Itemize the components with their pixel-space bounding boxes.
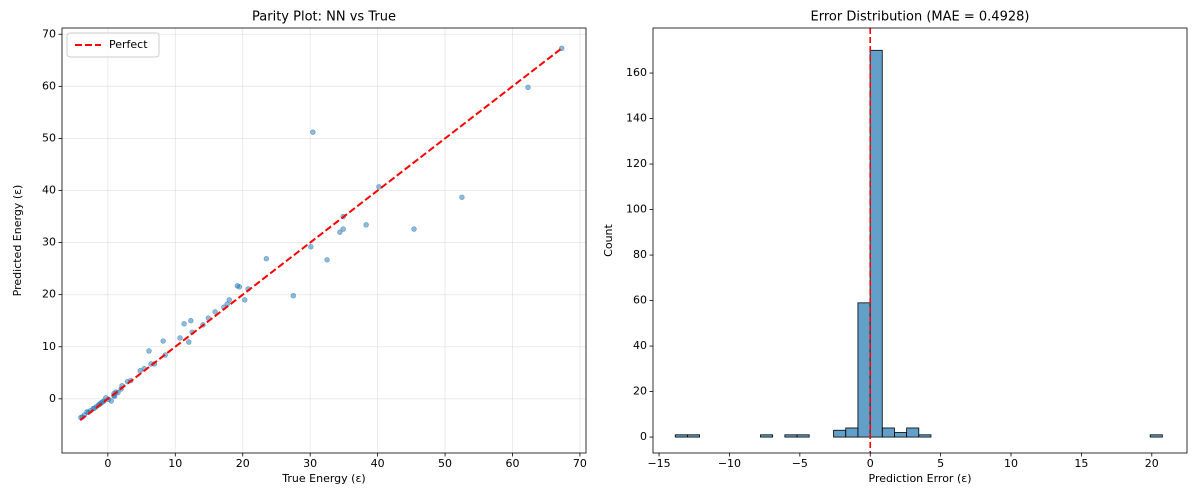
y-tick-label: 50 bbox=[42, 131, 56, 144]
x-tick-label: 50 bbox=[438, 457, 452, 470]
point bbox=[459, 194, 465, 200]
y-tick-label: 140 bbox=[626, 112, 647, 125]
x-tick-label: 20 bbox=[1145, 457, 1159, 470]
x-tick-label: 15 bbox=[1074, 457, 1088, 470]
point bbox=[146, 348, 152, 354]
bar bbox=[796, 434, 810, 438]
x-tick-label: 5 bbox=[937, 457, 944, 470]
x-tick-label: 10 bbox=[1004, 457, 1018, 470]
point bbox=[363, 222, 369, 228]
y-tick-label: 40 bbox=[42, 184, 56, 197]
x-tick-label: −5 bbox=[792, 457, 808, 470]
y-tick-label: 30 bbox=[42, 236, 56, 249]
x-tick-label: 10 bbox=[168, 457, 182, 470]
bar bbox=[687, 434, 701, 438]
bar bbox=[906, 427, 920, 438]
legend-label: Perfect bbox=[109, 38, 148, 51]
point bbox=[263, 256, 270, 262]
y-tick-label: 60 bbox=[633, 294, 647, 307]
bar bbox=[845, 427, 859, 438]
axes-frame bbox=[652, 27, 1188, 454]
y-tick-label: 0 bbox=[640, 430, 647, 443]
point bbox=[242, 297, 248, 303]
x-tick-label: 30 bbox=[303, 457, 317, 470]
point bbox=[337, 229, 343, 235]
y-tick-label: 20 bbox=[633, 385, 647, 398]
x-axis-label: True Energy (ε) bbox=[281, 472, 365, 485]
y-tick-label: 40 bbox=[633, 339, 647, 352]
bar bbox=[918, 434, 932, 438]
y-axis-label: Predicted Energy (ε) bbox=[11, 185, 24, 297]
y-tick-label: 160 bbox=[626, 66, 647, 79]
y-tick-label: 60 bbox=[42, 79, 56, 92]
y-tick-label: 0 bbox=[49, 392, 56, 405]
x-tick-label: 20 bbox=[236, 457, 250, 470]
point bbox=[290, 293, 297, 299]
point bbox=[525, 84, 531, 91]
point bbox=[324, 257, 330, 263]
point bbox=[376, 184, 382, 190]
point bbox=[160, 338, 166, 344]
axes-frame bbox=[61, 27, 587, 454]
y-tick-label: 10 bbox=[42, 340, 56, 353]
point bbox=[188, 318, 194, 324]
bar bbox=[1149, 434, 1163, 438]
chart-title: Parity Plot: NN vs True bbox=[252, 10, 396, 25]
point bbox=[137, 368, 143, 374]
point bbox=[234, 283, 241, 289]
point bbox=[177, 335, 183, 341]
point bbox=[186, 339, 192, 345]
bar bbox=[674, 434, 688, 438]
point bbox=[411, 226, 417, 232]
chart-title: Error Distribution (MAE = 0.4928) bbox=[811, 10, 1030, 25]
y-tick-label: 120 bbox=[626, 157, 647, 170]
bar bbox=[869, 49, 883, 438]
y-axis-label: Count bbox=[602, 223, 615, 256]
point bbox=[308, 244, 314, 250]
x-tick-label: −15 bbox=[647, 457, 670, 470]
legend-box bbox=[66, 32, 160, 58]
x-tick-label: 0 bbox=[104, 457, 111, 470]
x-tick-label: 40 bbox=[371, 457, 385, 470]
x-tick-label: −10 bbox=[718, 457, 741, 470]
x-tick-label: 60 bbox=[505, 457, 519, 470]
x-tick-label: 0 bbox=[867, 457, 874, 470]
point bbox=[340, 226, 346, 232]
reference-line bbox=[79, 47, 563, 421]
y-tick-label: 70 bbox=[42, 27, 56, 40]
y-tick-label: 100 bbox=[626, 203, 647, 216]
y-tick-label: 80 bbox=[633, 248, 647, 261]
bar bbox=[894, 432, 908, 438]
bar bbox=[857, 302, 871, 438]
point bbox=[181, 321, 187, 327]
point bbox=[310, 129, 316, 135]
x-tick-label: 70 bbox=[573, 457, 587, 470]
y-tick-label: 20 bbox=[42, 288, 56, 301]
bar bbox=[784, 434, 798, 438]
x-axis-label: Prediction Error (ε) bbox=[869, 472, 972, 485]
bar bbox=[881, 427, 895, 438]
bar bbox=[833, 429, 847, 438]
bar bbox=[760, 434, 774, 438]
point bbox=[212, 309, 218, 315]
